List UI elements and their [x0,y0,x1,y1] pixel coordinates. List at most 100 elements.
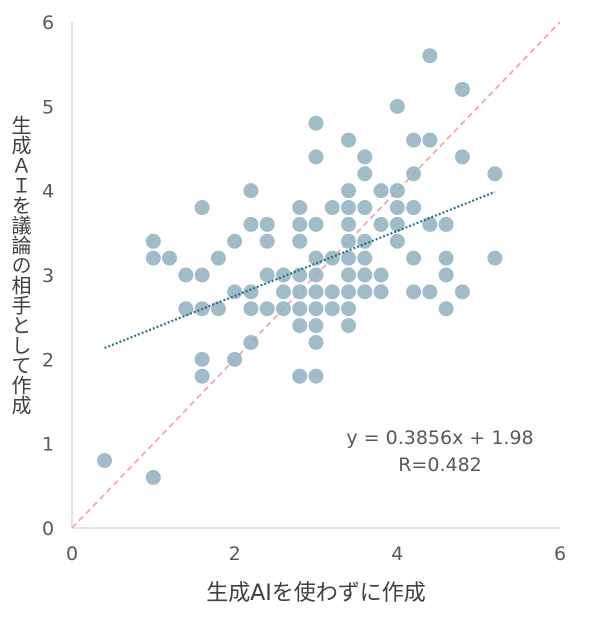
data-point [389,216,405,232]
data-point [373,267,389,283]
x-axis-label: 生成AIを使わずに作成 [206,581,426,606]
data-point [259,216,275,232]
data-point [357,200,373,216]
data-point [259,233,275,249]
data-point [227,233,243,249]
trendline-equation: y = 0.3856x + 1.98 [346,427,533,449]
data-point [454,284,470,300]
data-point [145,250,161,266]
data-point [357,267,373,283]
y-tick-label: 2 [42,349,54,371]
data-point [341,301,357,317]
data-point [292,284,308,300]
data-point [292,368,308,384]
data-point [422,284,438,300]
data-point [438,250,454,266]
data-point [194,267,210,283]
data-point [210,250,226,266]
data-point [194,200,210,216]
data-point [357,284,373,300]
data-point [210,301,226,317]
data-point [406,200,422,216]
data-point [406,132,422,148]
y-tick-label: 5 [42,96,54,118]
data-point [422,216,438,232]
data-point [406,166,422,182]
data-point [292,267,308,283]
data-point [292,233,308,249]
data-point [341,284,357,300]
data-point [259,301,275,317]
data-point [243,284,259,300]
data-point [487,250,503,266]
data-point [292,301,308,317]
data-point [324,301,340,317]
data-point [194,368,210,384]
data-point [178,267,194,283]
data-point [308,149,324,165]
data-point [422,132,438,148]
data-point [275,284,291,300]
points-layer [97,48,503,485]
data-point [357,166,373,182]
data-point [341,200,357,216]
data-point [389,98,405,114]
data-point [454,81,470,97]
data-point [438,301,454,317]
data-point [308,301,324,317]
x-tick-label: 6 [554,543,566,565]
data-point [275,301,291,317]
data-point [438,216,454,232]
data-point [292,318,308,334]
data-point [389,233,405,249]
data-point [341,233,357,249]
data-point [227,284,243,300]
data-point [145,233,161,249]
data-point [308,250,324,266]
data-point [308,368,324,384]
data-point [292,200,308,216]
data-point [341,183,357,199]
data-point [341,318,357,334]
data-point [373,284,389,300]
data-point [487,166,503,182]
data-point [308,284,324,300]
data-point [357,233,373,249]
data-point [308,318,324,334]
data-point [259,267,275,283]
data-point [341,132,357,148]
x-tick-label: 4 [391,543,403,565]
data-point [422,48,438,64]
data-point [243,183,259,199]
data-point [162,250,178,266]
y-tick-label: 0 [42,518,54,540]
data-point [145,469,161,485]
data-point [308,267,324,283]
y-tick-label: 3 [42,265,54,287]
data-point [308,216,324,232]
data-point [194,351,210,367]
data-point [341,216,357,232]
labels-layer: y = 0.3856x + 1.98 R=0.482 生成AIを使わずに作成 生… [8,115,534,606]
data-point [357,250,373,266]
data-point [97,453,113,469]
data-point [275,267,291,283]
data-point [406,284,422,300]
data-point [243,334,259,350]
data-point [341,267,357,283]
data-point [373,183,389,199]
data-point [406,250,422,266]
data-point [357,149,373,165]
data-point [178,301,194,317]
data-point [227,351,243,367]
y-axis-label: 生成ＡＩを議論の相手として作成 [8,115,32,415]
data-point [243,216,259,232]
data-point [243,301,259,317]
data-point [324,200,340,216]
data-point [454,149,470,165]
y-tick-label: 4 [42,181,54,203]
data-point [389,200,405,216]
data-point [308,115,324,131]
